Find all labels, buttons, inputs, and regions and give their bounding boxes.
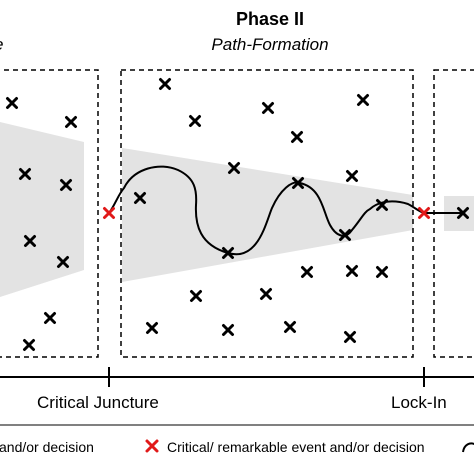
phase1-frame [0,69,99,358]
event-cross-icon [228,162,240,174]
event-cross-icon [222,324,234,336]
event-cross-icon [292,177,304,189]
event-cross-icon [346,265,358,277]
event-cross-icon [23,339,35,351]
event-cross-icon [190,290,202,302]
event-cross-icon [376,199,388,211]
phase2-frame [120,69,414,358]
phase2-title: Phase II [235,9,305,29]
event-cross-icon [376,266,388,278]
phase1-subtitle: e [0,35,3,55]
legend-critical-text: Critical/ remarkable event and/or decisi… [167,439,425,455]
event-cross-icon [222,247,234,259]
event-cross-icon [357,94,369,106]
legend-critical-icon [145,439,159,453]
event-cross-icon [159,78,171,90]
event-cross-icon [284,321,296,333]
event-cross-icon [146,322,158,334]
legend-path-icon [462,442,474,453]
event-cross-icon [65,116,77,128]
event-cross-icon [457,207,469,219]
event-cross-icon [24,235,36,247]
event-cross-icon [301,266,313,278]
event-cross-icon [189,115,201,127]
event-cross-icon [6,97,18,109]
event-cross-icon [260,288,272,300]
event-cross-icon [291,131,303,143]
path-formation-line [108,165,463,256]
legend-event-text: and/or decision [0,439,94,455]
event-cross-icon [60,179,72,191]
critical-event-cross-icon [418,207,430,219]
phase2-cone [122,148,413,282]
event-cross-icon [339,229,351,241]
event-cross-icon [346,170,358,182]
event-markers [6,78,469,351]
event-cross-icon [19,168,31,180]
critical-event-cross-icon [103,207,115,219]
lock-in-label: Lock-In [391,393,447,412]
phase2-subtitle: Path-Formation [211,35,329,54]
phase1-cone [0,122,84,297]
event-cross-icon [262,102,274,114]
event-cross-icon [134,192,146,204]
event-cross-icon [44,312,56,324]
event-cross-icon [344,331,356,343]
event-cross-icon [57,256,69,268]
critical-juncture-label: Critical Juncture [37,393,159,412]
